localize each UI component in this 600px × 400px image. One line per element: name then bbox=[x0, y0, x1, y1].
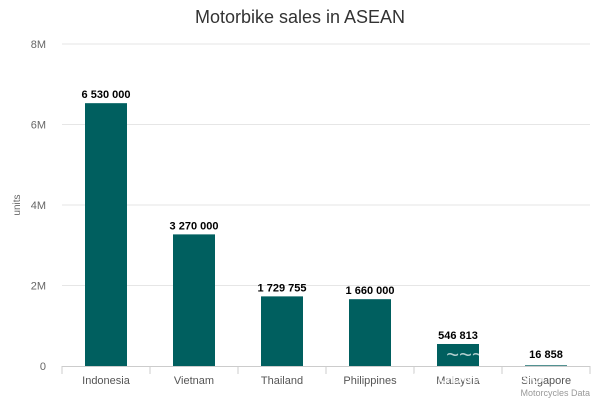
svg-text:~~~~~: ~~~~~ bbox=[446, 342, 510, 367]
y-tick-label: 8M bbox=[31, 39, 46, 51]
y-axis-ticks: 0 2M 4M 6M 8M bbox=[31, 39, 46, 373]
x-tick-label: Malaysia bbox=[436, 375, 480, 387]
y-tick-label: 6M bbox=[31, 120, 46, 132]
x-tick-label: Philippines bbox=[343, 375, 397, 387]
x-axis: Indonesia Vietnam Thailand Philippines Malay… bbox=[61, 366, 591, 387]
bar-malaysia bbox=[437, 343, 479, 366]
x-tick-label: Indonesia bbox=[82, 375, 131, 387]
y-axis-label: units bbox=[12, 194, 23, 215]
bar-indonesia bbox=[85, 103, 127, 366]
watermark-text: GOODMORNING bbox=[412, 370, 544, 387]
x-tick-label: Vietnam bbox=[174, 375, 214, 387]
data-label: 1 660 000 bbox=[346, 285, 395, 297]
data-label: 1 729 755 bbox=[258, 282, 307, 294]
data-label: 546 813 bbox=[438, 330, 478, 342]
bars bbox=[85, 103, 567, 366]
watermark-logo: ~~~~~ GOODMORNING bbox=[412, 342, 544, 387]
x-tick-label: Singapore bbox=[521, 375, 571, 387]
data-label: 16 858 bbox=[529, 349, 563, 361]
y-tick-label: 0 bbox=[40, 361, 46, 373]
data-label: 3 270 000 bbox=[170, 220, 219, 232]
data-labels: 6 530 000 3 270 000 1 729 755 1 660 000 546 … bbox=[82, 89, 563, 361]
y-tick-label: 2M bbox=[31, 281, 46, 293]
chart-title: Motorbike sales in ASEAN bbox=[195, 7, 405, 27]
bar-vietnam bbox=[173, 234, 215, 366]
y-tick-label: 4M bbox=[31, 200, 46, 212]
x-tick-label: Thailand bbox=[261, 375, 303, 387]
data-label: 6 530 000 bbox=[82, 89, 131, 101]
bar-philippines bbox=[349, 299, 391, 366]
chart-credit: Motorcycles Data bbox=[520, 388, 590, 398]
bar-singapore bbox=[525, 365, 567, 366]
gridlines bbox=[62, 43, 590, 286]
bar-thailand bbox=[261, 296, 303, 366]
